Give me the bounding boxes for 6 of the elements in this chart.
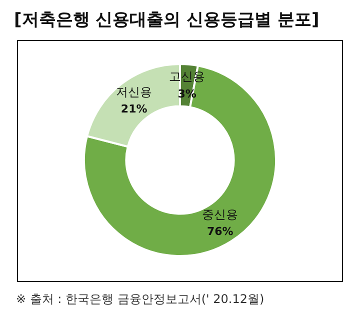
data-label: 76% xyxy=(206,225,234,238)
text: ※ 출처 : 한국은행 금융안정보고서(' 20.12월) xyxy=(16,291,264,308)
data-label: 21% xyxy=(120,102,148,116)
slice-label: 저신용 xyxy=(116,84,152,99)
chart-title: [저축은행 신용대출의 신용등급별 분포] xyxy=(14,9,320,31)
slice-label: 중신용 xyxy=(202,207,238,222)
